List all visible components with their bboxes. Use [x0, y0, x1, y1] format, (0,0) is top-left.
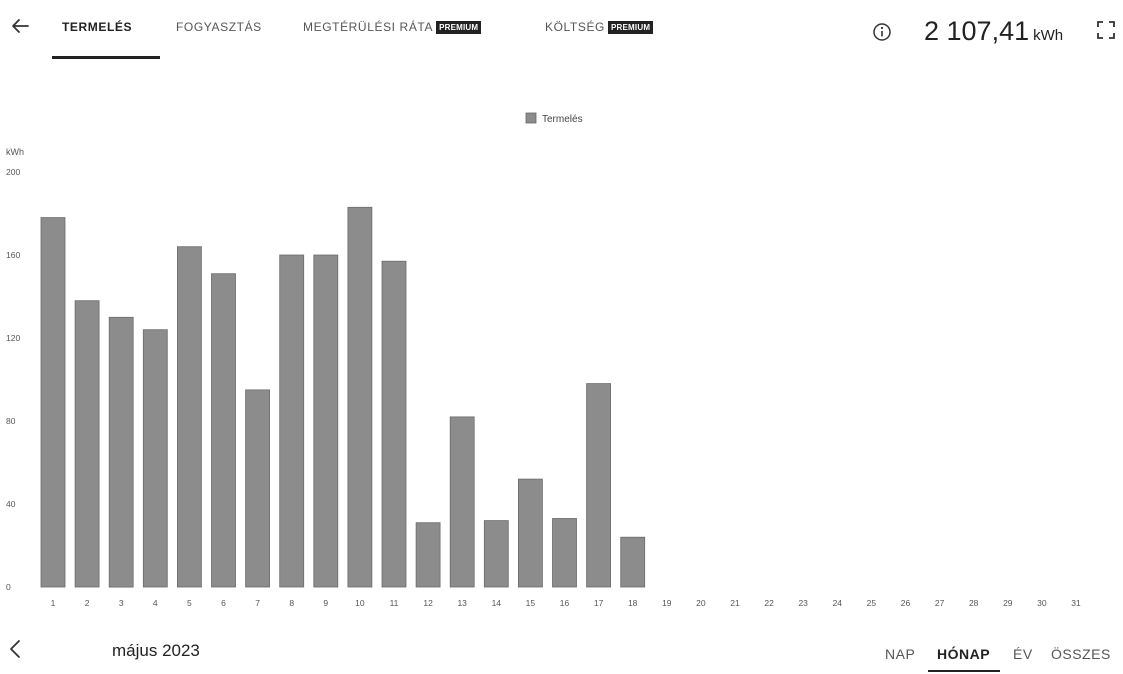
x-tick-label: 7: [255, 598, 260, 608]
x-tick-label: 19: [662, 598, 672, 608]
bar[interactable]: [142, 329, 168, 588]
x-tick-label: 30: [1037, 598, 1047, 608]
bar[interactable]: [347, 206, 373, 588]
x-tick-label: 9: [323, 598, 328, 608]
x-tick-label: 14: [492, 598, 502, 608]
x-tick-label: 13: [457, 598, 467, 608]
premium-badge: PREMIUM: [608, 21, 654, 34]
bar-series: [40, 206, 646, 588]
x-tick-label: 26: [901, 598, 911, 608]
x-tick-label: 11: [390, 598, 399, 608]
bar[interactable]: [415, 522, 441, 588]
bar[interactable]: [552, 518, 577, 588]
y-tick-label: 120: [6, 333, 20, 343]
tab-fogyasztas[interactable]: FOGYASZTÁS: [176, 20, 262, 34]
bar[interactable]: [245, 389, 271, 588]
y-tick-label: 80: [6, 416, 16, 426]
bar[interactable]: [279, 254, 305, 588]
x-tick-label: 4: [153, 598, 158, 608]
info-icon[interactable]: [872, 22, 892, 42]
x-tick-label: 6: [221, 598, 226, 608]
bar[interactable]: [620, 536, 646, 588]
x-axis: 1 2 3 4 5 6 7 8 9 10 11 12 13 14 15 16 17 18 19 20 21 22 23 24 2…: [51, 598, 1081, 608]
x-tick-label: 8: [289, 598, 294, 608]
x-tick-label: 21: [730, 598, 740, 608]
x-tick-label: 23: [798, 598, 808, 608]
fullscreen-icon[interactable]: [1094, 18, 1118, 42]
arrow-left-icon[interactable]: [8, 14, 32, 38]
x-tick-label: 12: [423, 598, 433, 608]
tab-termeles[interactable]: TERMELÉS: [62, 20, 132, 34]
range-osszes-button[interactable]: ÖSSZES: [1051, 646, 1111, 662]
bar[interactable]: [176, 246, 202, 588]
total-production: 2 107,41 kWh: [924, 16, 1063, 47]
x-tick-label: 17: [594, 598, 604, 608]
bar[interactable]: [586, 383, 611, 588]
y-tick-label: 160: [6, 250, 20, 260]
chevron-left-icon[interactable]: [6, 638, 24, 660]
tab-megterulesi-rata[interactable]: MEGTÉRÜLÉSI RÁTA PREMIUM: [303, 20, 482, 34]
x-tick-label: 31: [1071, 598, 1081, 608]
x-tick-label: 2: [85, 598, 90, 608]
x-tick-label: 10: [355, 598, 365, 608]
x-tick-label: 18: [628, 598, 638, 608]
header: TERMELÉS FOGYASZTÁS MEGTÉRÜLÉSI RÁTA PREM…: [0, 0, 1123, 64]
x-tick-label: 5: [187, 598, 192, 608]
x-tick-label: 25: [867, 598, 877, 608]
x-tick-label: 28: [969, 598, 979, 608]
tab-koltseg[interactable]: KÖLTSÉG PREMIUM: [545, 20, 654, 34]
tab-label: TERMELÉS: [62, 20, 133, 34]
x-tick-label: 29: [1003, 598, 1013, 608]
x-tick-label: 16: [560, 598, 570, 608]
x-tick-label: 3: [119, 598, 124, 608]
bar[interactable]: [74, 300, 100, 588]
bar[interactable]: [40, 217, 66, 588]
y-axis: 0 40 80 120 160 200: [6, 167, 20, 592]
x-tick-label: 1: [51, 598, 56, 608]
premium-badge: PREMIUM: [436, 21, 482, 34]
legend-swatch: [525, 112, 537, 124]
bar[interactable]: [108, 316, 134, 588]
bar[interactable]: [211, 273, 236, 588]
range-ev-button[interactable]: ÉV: [1013, 646, 1033, 662]
active-tab-indicator: [52, 56, 160, 59]
y-tick-label: 200: [6, 167, 20, 177]
total-value: 2 107,41: [924, 16, 1030, 46]
x-tick-label: 22: [764, 598, 774, 608]
x-tick-label: 20: [696, 598, 706, 608]
y-axis-label: kWh: [6, 147, 24, 157]
tab-label: KÖLTSÉG: [545, 20, 605, 34]
y-tick-label: 0: [6, 582, 11, 592]
bar[interactable]: [313, 254, 339, 588]
chart-legend: Termelés: [525, 112, 583, 125]
y-tick-label: 40: [6, 499, 16, 509]
legend-label: Termelés: [542, 114, 583, 125]
tab-label: MEGTÉRÜLÉSI RÁTA: [303, 20, 434, 34]
period-label: május 2023: [112, 641, 200, 660]
x-tick-label: 24: [833, 598, 843, 608]
x-tick-label: 15: [526, 598, 536, 608]
total-unit: kWh: [1033, 27, 1064, 44]
bar[interactable]: [518, 478, 543, 588]
tab-label: FOGYASZTÁS: [176, 20, 262, 34]
active-range-indicator: [928, 670, 1000, 672]
range-nap-button[interactable]: NAP: [885, 646, 916, 662]
x-tick-label: 27: [935, 598, 945, 608]
bar[interactable]: [381, 260, 407, 588]
bar[interactable]: [449, 416, 475, 588]
range-honap-button[interactable]: HÓNAP: [937, 646, 991, 662]
bar[interactable]: [483, 520, 509, 588]
